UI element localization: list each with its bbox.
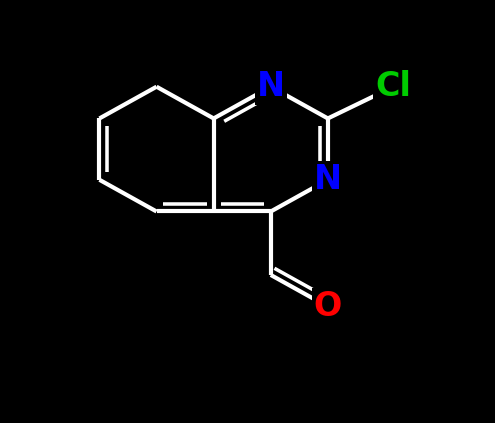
Text: O: O <box>314 290 342 323</box>
Text: N: N <box>257 70 285 103</box>
Text: Cl: Cl <box>376 70 411 103</box>
Text: N: N <box>314 163 342 196</box>
